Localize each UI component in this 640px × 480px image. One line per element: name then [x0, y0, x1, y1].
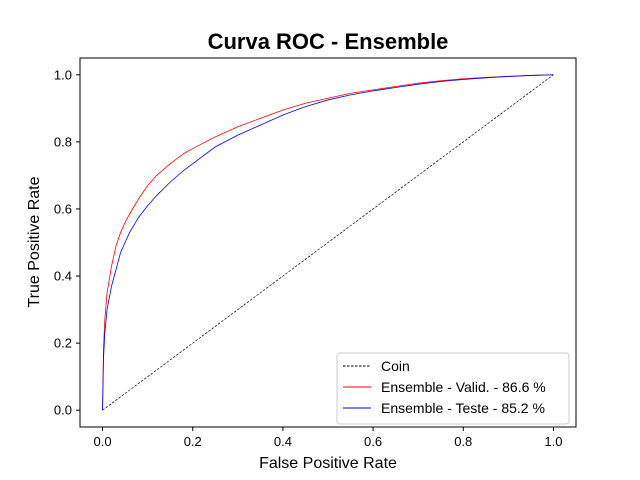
- y-tick-label: 0.4: [54, 269, 72, 284]
- chart-title: Curva ROC - Ensemble: [208, 29, 449, 54]
- coin-line: [102, 74, 554, 411]
- x-tick-label: 0.6: [364, 434, 382, 449]
- legend-label: Ensemble - Valid. - 86.6 %: [381, 379, 546, 395]
- x-tick-label: 0.4: [274, 434, 292, 449]
- legend-label: Coin: [381, 358, 410, 374]
- x-tick-label: 0.8: [454, 434, 472, 449]
- x-tick-label: 0.0: [94, 434, 112, 449]
- x-tick-label: 0.2: [184, 434, 202, 449]
- x-tick-label: 1.0: [544, 434, 562, 449]
- y-tick-label: 1.0: [54, 67, 72, 82]
- y-tick-label: 0.0: [54, 403, 72, 418]
- y-tick-label: 0.6: [54, 201, 72, 216]
- legend-box: [336, 352, 570, 425]
- y-tick-label: 0.8: [54, 134, 72, 149]
- plot-frame: [79, 57, 577, 428]
- y-tick-label: 0.2: [54, 336, 72, 351]
- y-axis-label: True Positive Rate: [26, 176, 43, 307]
- legend: Coin Ensemble - Valid. - 86.6 % Ensemble -…: [336, 352, 570, 425]
- x-axis-label: False Positive Rate: [259, 455, 397, 472]
- test-roc-line: [102, 74, 554, 411]
- valid-roc-line: [102, 74, 554, 411]
- legend-label: Ensemble - Teste - 85.2 %: [381, 400, 545, 416]
- plot-area: 0.0 0.2 0.4 0.6 0.8 1.0 0.0 0.2 0.4 0.6 0.8 1.0: [54, 57, 577, 449]
